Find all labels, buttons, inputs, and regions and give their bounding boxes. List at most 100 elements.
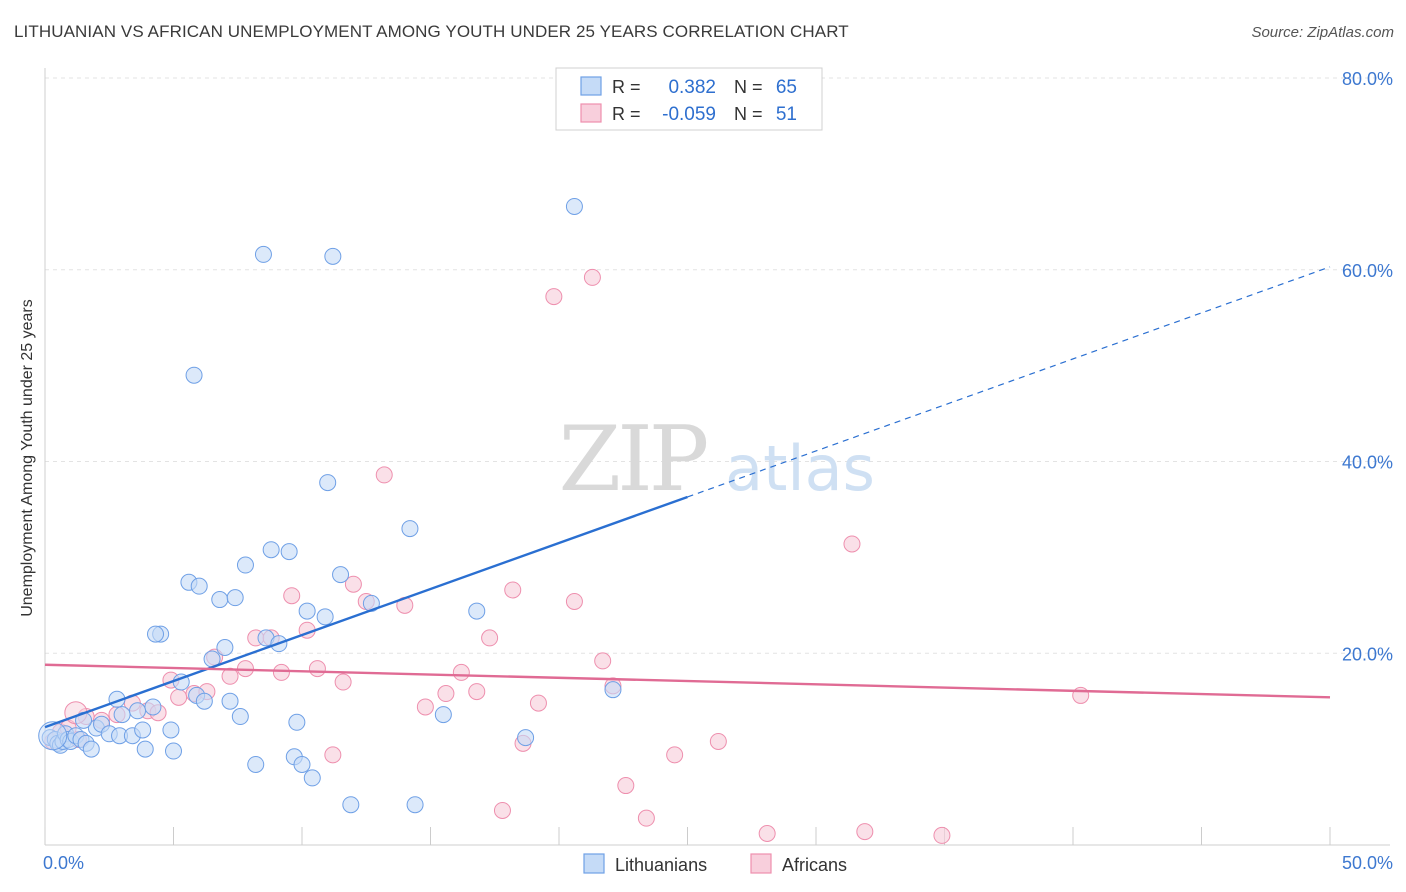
lithuanians-points (38, 197, 622, 814)
lithuanian-point (190, 577, 208, 595)
lithuanian-point (319, 474, 337, 492)
series-legend: Lithuanians Africans (583, 853, 847, 875)
lithuanian-point (38, 721, 68, 751)
african-point (170, 688, 188, 706)
lithuanian-point (165, 742, 182, 760)
african-point (493, 801, 511, 819)
lithuanian-point (293, 755, 311, 773)
african-point (565, 592, 583, 610)
african-point (617, 777, 635, 795)
african-point (583, 268, 601, 286)
stats-n-value-lithuanians: 65 (776, 77, 797, 98)
tick-labels: 20.0% 40.0% 60.0% 80.0% 0.0% 50.0% (43, 69, 1393, 873)
stats-r-label-africans: R = (612, 104, 641, 124)
legend-swatch-africans (750, 853, 772, 874)
lithuanian-point (332, 566, 350, 584)
stats-swatch-lithuanians (580, 76, 602, 96)
african-point (594, 652, 612, 670)
y-tick-label: 60.0% (1342, 261, 1393, 281)
lithuanian-point (262, 541, 280, 559)
y-tick-label: 40.0% (1342, 453, 1393, 473)
african-point (468, 683, 486, 701)
african-point (666, 746, 684, 764)
african-point (545, 288, 563, 306)
lithuanian-point (211, 591, 229, 609)
african-point (758, 824, 776, 842)
lithuanian-point (298, 602, 316, 620)
lithuanian-point (434, 706, 452, 724)
lithuanian-point (303, 769, 321, 787)
stats-r-value-lithuanians: 0.382 (668, 77, 716, 98)
lithuanian-point (216, 638, 234, 656)
stats-n-label-lithuanians: N = (734, 77, 763, 97)
african-point (709, 732, 727, 750)
african-point (481, 629, 499, 647)
lithuanian-point (134, 721, 152, 739)
legend-label-africans: Africans (782, 855, 847, 875)
stats-legend: R = 0.382 N = 65 R = -0.059 N = 51 (555, 67, 823, 131)
african-point (637, 809, 655, 827)
african-point (308, 660, 326, 678)
african-point (283, 587, 301, 605)
lithuanian-point (82, 740, 100, 758)
lithuanian-point (236, 556, 254, 574)
lithuanian-point (144, 698, 162, 716)
lithuanian-point (288, 713, 306, 731)
african-point (933, 826, 951, 844)
lithuanian-point (231, 708, 249, 726)
lithuanian-point (517, 729, 535, 747)
lithuanian-point (324, 247, 342, 265)
lithuanian-point (316, 608, 334, 626)
trend-lines (44, 266, 1331, 729)
stats-r-value-africans: -0.059 (662, 104, 716, 125)
lithuanian-point (129, 702, 147, 720)
stats-n-value-africans: 51 (776, 104, 797, 125)
africans-trend-line (44, 663, 1331, 699)
african-point (324, 746, 342, 764)
african-point (856, 823, 874, 841)
african-point (843, 535, 861, 553)
african-point (334, 673, 352, 691)
x-tick-label: 50.0% (1342, 853, 1393, 873)
x-tick-label: 0.0% (43, 853, 84, 873)
lithuanian-point (401, 520, 419, 538)
african-point (452, 663, 470, 681)
stats-n-label-africans: N = (734, 104, 763, 124)
lithuanian-point (162, 721, 180, 739)
legend-swatch-lithuanians (583, 853, 605, 874)
gridlines (45, 77, 1390, 654)
lithuanian-point (147, 625, 165, 643)
lithuanian-point (113, 706, 131, 724)
african-point (416, 698, 434, 716)
source-label: Source: ZipAtlas.com (1251, 24, 1394, 41)
watermark: ZIP atlas (559, 407, 875, 512)
lithuanian-point (221, 692, 239, 710)
watermark-atlas: atlas (725, 432, 875, 505)
lithuanian-point (406, 796, 424, 814)
lithuanians-trend-line (44, 495, 688, 729)
stats-r-label-lithuanians: R = (612, 77, 641, 97)
african-point (504, 581, 522, 599)
y-tick-label: 80.0% (1342, 69, 1393, 89)
stats-swatch-africans (580, 103, 602, 123)
lithuanian-point (254, 245, 272, 263)
lithuanian-point (342, 796, 360, 814)
chart-title: LITHUANIAN VS AFRICAN UNEMPLOYMENT AMONG… (14, 22, 849, 41)
lithuanians-trend-extension (687, 266, 1331, 498)
lithuanian-point (247, 755, 265, 773)
lithuanian-point (468, 602, 486, 620)
lithuanian-point (136, 740, 154, 758)
african-point (529, 694, 547, 712)
african-point (375, 466, 393, 484)
lithuanian-point (185, 366, 203, 384)
african-point (272, 663, 290, 681)
lithuanian-point (195, 692, 213, 710)
legend-label-lithuanians: Lithuanians (615, 855, 707, 875)
africans-points (44, 268, 1090, 844)
axes (44, 68, 1390, 846)
lithuanian-point (604, 681, 622, 699)
lithuanian-point (226, 589, 244, 607)
african-point (344, 575, 362, 593)
watermark-zip: ZIP (559, 407, 707, 512)
